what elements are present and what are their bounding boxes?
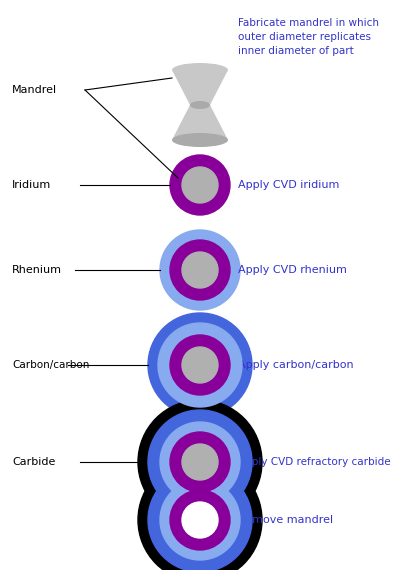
Text: Apply carbon/carbon: Apply carbon/carbon bbox=[237, 360, 353, 370]
Ellipse shape bbox=[189, 101, 209, 109]
Circle shape bbox=[170, 490, 229, 550]
Circle shape bbox=[160, 422, 239, 502]
Polygon shape bbox=[172, 105, 227, 140]
Text: Apply CVD refractory carbide: Apply CVD refractory carbide bbox=[237, 457, 390, 467]
Circle shape bbox=[148, 410, 252, 514]
Circle shape bbox=[157, 323, 241, 407]
Circle shape bbox=[170, 432, 229, 492]
Text: Carbon/carbon: Carbon/carbon bbox=[12, 360, 89, 370]
Text: Apply CVD iridium: Apply CVD iridium bbox=[237, 180, 339, 190]
Text: Iridium: Iridium bbox=[12, 180, 51, 190]
Circle shape bbox=[138, 400, 261, 524]
Circle shape bbox=[182, 347, 218, 383]
Circle shape bbox=[182, 444, 218, 480]
Circle shape bbox=[138, 458, 261, 570]
Polygon shape bbox=[172, 70, 227, 105]
Circle shape bbox=[170, 335, 229, 395]
Ellipse shape bbox=[172, 63, 227, 77]
Circle shape bbox=[182, 502, 218, 538]
Circle shape bbox=[148, 468, 252, 570]
Text: Apply CVD rhenium: Apply CVD rhenium bbox=[237, 265, 346, 275]
Circle shape bbox=[170, 155, 229, 215]
Circle shape bbox=[182, 167, 218, 203]
Circle shape bbox=[182, 252, 218, 288]
Circle shape bbox=[178, 156, 221, 200]
Circle shape bbox=[148, 313, 252, 417]
Text: Rhenium: Rhenium bbox=[12, 265, 62, 275]
Ellipse shape bbox=[172, 133, 227, 147]
Circle shape bbox=[160, 230, 239, 310]
Text: Mandrel: Mandrel bbox=[12, 85, 57, 95]
Circle shape bbox=[170, 240, 229, 300]
Text: Remove mandrel: Remove mandrel bbox=[237, 515, 333, 525]
Text: Fabricate mandrel in which
outer diameter replicates
inner diameter of part: Fabricate mandrel in which outer diamete… bbox=[237, 18, 378, 56]
Text: Carbide: Carbide bbox=[12, 457, 55, 467]
Circle shape bbox=[160, 480, 239, 560]
